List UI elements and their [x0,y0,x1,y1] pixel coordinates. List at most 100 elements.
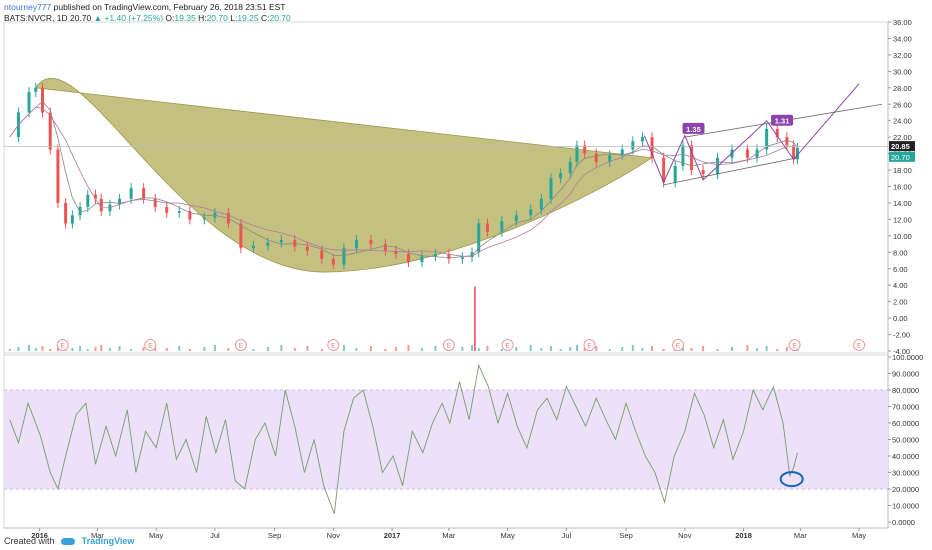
volume-bar [434,346,437,351]
candle-body [64,202,68,224]
volume-bar [702,346,705,351]
candle-body [470,252,474,258]
earnings-marker-label: E [331,343,336,350]
candle-body [41,87,45,113]
time-tick-label: 2018 [735,531,752,540]
candle-body [477,223,481,253]
candle-body [568,161,572,174]
rsi-tick-label: 40.0000 [892,452,919,461]
time-tick-label: May [852,531,866,540]
candle-body [549,178,553,199]
volume-bar [407,345,410,351]
symbol-label[interactable]: BATS:NVCR, 1D [4,13,68,23]
price-tick-label: 36.00 [893,18,912,27]
volume-bar [608,349,611,351]
volume-bar [486,346,489,351]
candle-body [93,194,97,199]
candle-body [583,145,587,154]
rsi-tick-label: 60.0000 [892,419,919,428]
earnings-marker [144,339,157,351]
candle-body [331,258,335,265]
volume-bar [108,348,111,351]
time-tick-label: Sep [619,531,632,540]
earnings-marker-label: E [505,343,510,350]
time-tick-label: Mar [794,531,807,540]
volume-bar [28,345,31,351]
volume-bar [252,349,255,351]
price-tick-label: 26.00 [893,100,912,109]
candle-body [433,253,437,257]
candle-body [188,211,192,220]
earnings-marker-label: E [239,343,244,350]
volume-bar [746,345,749,351]
candle-body [681,145,685,166]
volume-bar [540,348,543,351]
time-tick-label: May [149,531,163,540]
volume-bar [342,345,345,351]
price-tick-label: 18.00 [893,166,912,175]
candle-body [514,215,518,222]
candle-body [142,188,146,199]
candle-body [251,245,255,249]
change-value: +1.40 (+7.25%) [104,13,164,23]
abcd-pattern-line [643,83,860,184]
price-tick-label: 4.00 [893,281,908,290]
candle-body [369,239,373,245]
volume-bar [662,349,665,351]
candle-body [500,221,504,232]
volume-bar [118,346,121,351]
rsi-tick-label: 100.0000 [892,353,923,362]
rsi-tick-label: 10.0000 [892,502,919,511]
volume-bar [320,349,323,351]
price-tick-label: -4.00 [893,347,910,356]
candle-body [539,198,543,210]
candle-body [640,137,644,142]
candle-body [27,91,31,113]
rsi-tick-label: 90.0000 [892,370,919,379]
price-tick-label: 0.00 [893,314,908,323]
candle-body [78,207,82,216]
volume-bar [461,347,464,351]
tradingview-brand[interactable]: TradingView [81,536,135,546]
volume-spike-bar [474,286,476,351]
volume-bar [17,347,20,351]
volume-bar [188,349,191,351]
candle-body [129,188,133,199]
candle-body [792,145,796,160]
price-tick-label: 16.00 [893,183,912,192]
earnings-marker-label: E [148,343,153,350]
candle-body [202,217,206,220]
candle-body [177,211,181,213]
author-link[interactable]: ntourney777 [4,2,52,12]
ratio-label-box [771,114,794,126]
candle-body [293,239,297,247]
price-tick-label: 8.00 [893,248,908,257]
volume-bar [178,346,181,351]
ratio-label: 1.31 [775,117,790,126]
time-tick-label: Sep [268,531,281,540]
close-price-badge [889,151,915,162]
volume-bar [86,349,89,351]
volume-bar [765,346,768,351]
price-tick-label: 14.00 [893,199,912,208]
volume-bar [420,348,423,351]
tradingview-logo-icon [61,538,76,546]
volume-bar [100,345,103,351]
candle-body [608,155,612,162]
earnings-marker [442,339,455,351]
candle-body [118,198,122,205]
close-value: 20.70 [269,13,291,23]
price-tick-label: 32.00 [893,51,912,60]
candle-body [765,128,769,150]
earnings-marker-label: E [792,343,797,350]
time-tick-label: May [501,531,515,540]
ratio-label: 1.35 [686,125,701,134]
volume-bar [203,347,206,351]
created-with-label: Created with [4,536,55,546]
candle-body [320,250,324,259]
high-label: H: [198,13,207,23]
open-label: O: [165,13,175,23]
volume-bar [595,346,598,351]
rsi-oversold-circle [779,471,804,488]
